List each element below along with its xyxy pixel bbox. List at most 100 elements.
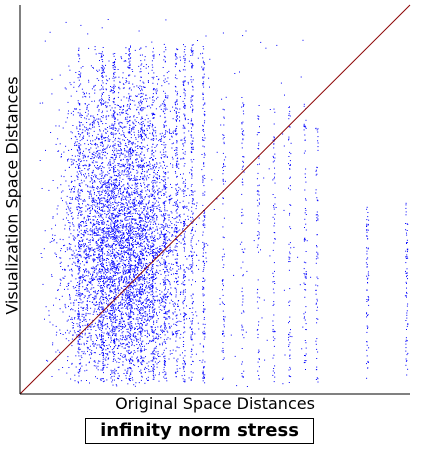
scatter-point [120,166,122,168]
scatter-point [93,187,95,189]
scatter-point [160,140,162,142]
scatter-point [133,165,135,167]
scatter-point [124,323,126,325]
scatter-point [162,296,164,298]
scatter-point [62,190,64,192]
scatter-point [92,259,94,261]
scatter-point [118,146,120,147]
scatter-point [178,268,180,270]
scatter-point [90,115,92,117]
scatter-point [110,133,112,135]
scatter-point [122,282,124,284]
scatter-point [69,227,70,229]
scatter-point [184,237,186,239]
scatter-point [71,132,73,134]
scatter-point [119,247,121,249]
scatter-point [170,299,172,301]
scatter-point [135,178,137,180]
scatter-point [76,334,78,336]
scatter-point [83,199,85,201]
scatter-point [123,278,125,280]
scatter-point [115,214,117,216]
scatter-point [86,307,88,309]
scatter-point [92,268,94,270]
scatter-point [142,305,144,307]
scatter-point [123,320,125,322]
scatter-point [162,110,164,112]
scatter-point [96,233,98,235]
scatter-point [109,330,111,332]
scatter-point [153,181,155,183]
scatter-point [142,275,143,277]
scatter-point [73,186,74,187]
scatter-point [104,241,106,243]
scatter-point [123,184,125,186]
scatter-point [162,202,164,204]
scatter-point [147,229,149,231]
scatter-point [73,304,75,306]
scatter-point [112,276,114,278]
scatter-point [98,123,100,125]
scatter-point [121,313,123,315]
scatter-point [83,252,85,254]
scatter-point [98,238,100,240]
scatter-point [167,240,169,242]
scatter-point [98,125,100,127]
scatter-point [75,197,77,199]
scatter-point [91,178,93,180]
scatter-point [105,293,107,295]
scatter-point [89,349,91,351]
scatter-point [147,186,149,188]
scatter-point [71,317,73,319]
scatter-point [180,292,182,294]
scatter-point [105,83,107,85]
scatter-point [135,125,137,126]
scatter-point [85,252,87,254]
scatter-point [145,284,147,286]
scatter-point [111,127,113,129]
scatter-point [164,134,166,135]
scatter-point [113,255,115,256]
scatter-point [150,276,152,278]
scatter-point [79,314,80,316]
scatter-point [123,252,125,254]
scatter-point [109,334,111,336]
scatter-point [70,131,72,133]
scatter-point [179,367,181,369]
scatter-point [100,287,102,289]
scatter-point [155,135,157,137]
scatter-point [117,96,119,98]
scatter-point [141,217,143,219]
scatter-point [74,141,76,143]
scatter-point [93,258,95,260]
scatter-point [131,359,133,361]
scatter-point [74,299,76,301]
scatter-point [128,192,130,194]
scatter-point [106,137,108,138]
scatter-point [153,192,155,194]
scatter-point [184,291,186,293]
scatter-point [69,294,70,296]
scatter-point [70,138,72,140]
scatter-point [125,142,127,144]
scatter-point [171,136,173,138]
scatter-point [186,305,187,307]
scatter-point [97,272,99,274]
scatter-point [82,157,84,159]
scatter-point [88,165,90,167]
scatter-point [114,221,116,222]
scatter-point [127,242,129,244]
scatter-point [141,331,143,333]
scatter-point [95,143,97,145]
scatter-point [127,292,129,294]
scatter-point [137,171,139,173]
scatter-point [154,299,156,301]
scatter-point [99,309,100,311]
scatter-point [194,333,196,335]
scatter-point [92,219,94,221]
scatter-point [96,229,98,231]
scatter-point [135,266,137,268]
scatter-point [63,245,64,247]
scatter-point [169,130,171,132]
scatter-point [146,302,147,304]
